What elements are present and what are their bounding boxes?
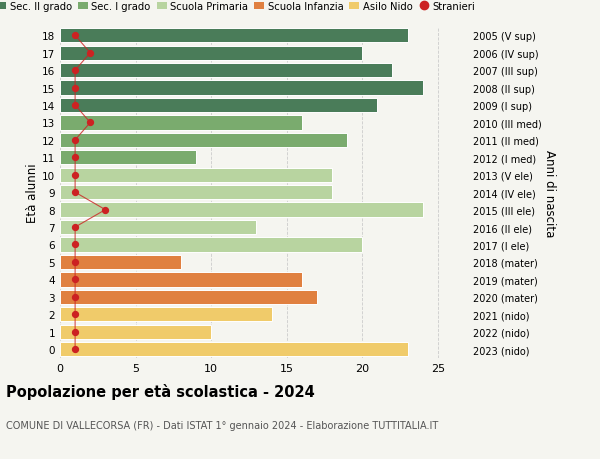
Bar (60, 342, 407, 357)
Y-axis label: Età alunni: Età alunni (26, 163, 39, 223)
Point (70, 102, 80, 110)
Y-axis label: Anni di nascita: Anni di nascita (542, 149, 556, 236)
Bar (60, 255, 181, 269)
Bar (60, 325, 211, 339)
Bar (60, 203, 422, 217)
Bar (60, 151, 196, 165)
Point (70, 33, 80, 40)
Bar (60, 29, 407, 43)
Point (70, 137, 80, 144)
Point (70, 85, 80, 92)
Point (85, 50, 95, 57)
Point (85, 119, 95, 127)
Point (70, 328, 80, 336)
Text: Popolazione per età scolastica - 2024: Popolazione per età scolastica - 2024 (6, 383, 315, 399)
Point (70, 346, 80, 353)
Bar (60, 290, 317, 304)
Text: COMUNE DI VALLECORSA (FR) - Dati ISTAT 1° gennaio 2024 - Elaborazione TUTTITALIA: COMUNE DI VALLECORSA (FR) - Dati ISTAT 1… (6, 420, 438, 430)
Legend: Sec. II grado, Sec. I grado, Scuola Primaria, Scuola Infanzia, Asilo Nido, Stran: Sec. II grado, Sec. I grado, Scuola Prim… (0, 0, 479, 16)
Bar (60, 99, 377, 113)
Point (70, 189, 80, 196)
Point (70, 259, 80, 266)
Point (101, 207, 110, 214)
Point (70, 224, 80, 231)
Bar (60, 46, 362, 61)
Bar (60, 273, 302, 287)
Point (70, 241, 80, 249)
Bar (60, 185, 332, 200)
Bar (60, 238, 362, 252)
Point (70, 67, 80, 75)
Bar (60, 134, 347, 148)
Bar (60, 168, 332, 183)
Point (70, 154, 80, 162)
Bar (60, 64, 392, 78)
Bar (60, 308, 272, 322)
Point (70, 276, 80, 283)
Point (70, 172, 80, 179)
Point (70, 311, 80, 318)
Bar (60, 220, 256, 235)
Bar (60, 116, 302, 130)
Point (70, 293, 80, 301)
Bar (60, 81, 422, 95)
